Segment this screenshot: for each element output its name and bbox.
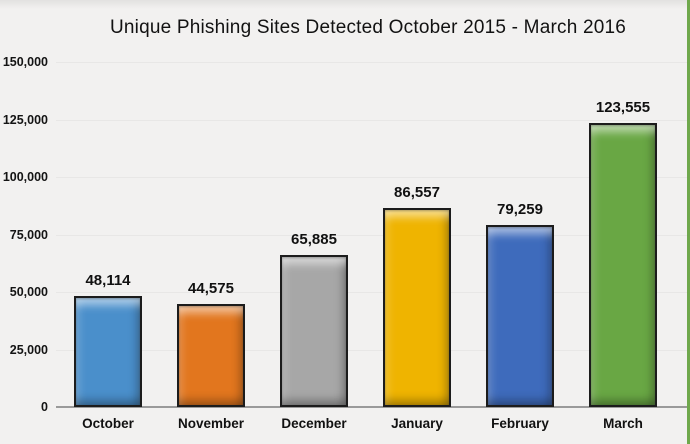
chart-title: Unique Phishing Sites Detected October 2… <box>109 17 627 38</box>
bar-march <box>589 123 657 407</box>
value-label-january: 86,557 <box>394 184 440 201</box>
x-axis-label-march: March <box>603 416 643 431</box>
y-axis-tick-label: 0 <box>41 400 48 414</box>
y-axis-tick-label: 150,000 <box>2 55 48 69</box>
x-axis-line <box>56 406 688 408</box>
value-label-december: 65,885 <box>291 231 337 248</box>
x-axis-label-october: October <box>82 416 134 431</box>
y-axis-tick-label: 25,000 <box>9 342 48 357</box>
x-axis-label-november: November <box>177 416 245 431</box>
value-label-november: 44,575 <box>188 280 234 297</box>
value-label-march: 123,555 <box>595 99 651 116</box>
gridline <box>56 292 688 293</box>
y-axis-tick-label: 125,000 <box>2 112 48 127</box>
gridline <box>56 349 688 351</box>
value-label-february: 79,259 <box>497 201 543 218</box>
y-axis-tick-label: 75,000 <box>9 227 48 242</box>
bar-october <box>74 296 142 407</box>
x-axis-label-january: January <box>391 416 443 431</box>
right-edge-accent-line <box>687 0 690 444</box>
gridline <box>56 119 688 121</box>
x-axis-label-february: February <box>491 416 549 431</box>
top-edge-shading <box>0 0 690 9</box>
y-axis-tick-label: 100,000 <box>2 170 48 184</box>
x-axis-label-december: December <box>281 416 347 431</box>
value-label-october: 48,114 <box>85 272 131 289</box>
y-axis-tick-label: 50,000 <box>9 285 48 299</box>
bar-november <box>177 304 245 407</box>
gridline <box>56 62 688 63</box>
gridline <box>56 234 688 236</box>
bar-january <box>383 208 451 407</box>
gridline <box>56 177 688 178</box>
bar-december <box>280 255 348 407</box>
bar-february <box>486 225 554 407</box>
